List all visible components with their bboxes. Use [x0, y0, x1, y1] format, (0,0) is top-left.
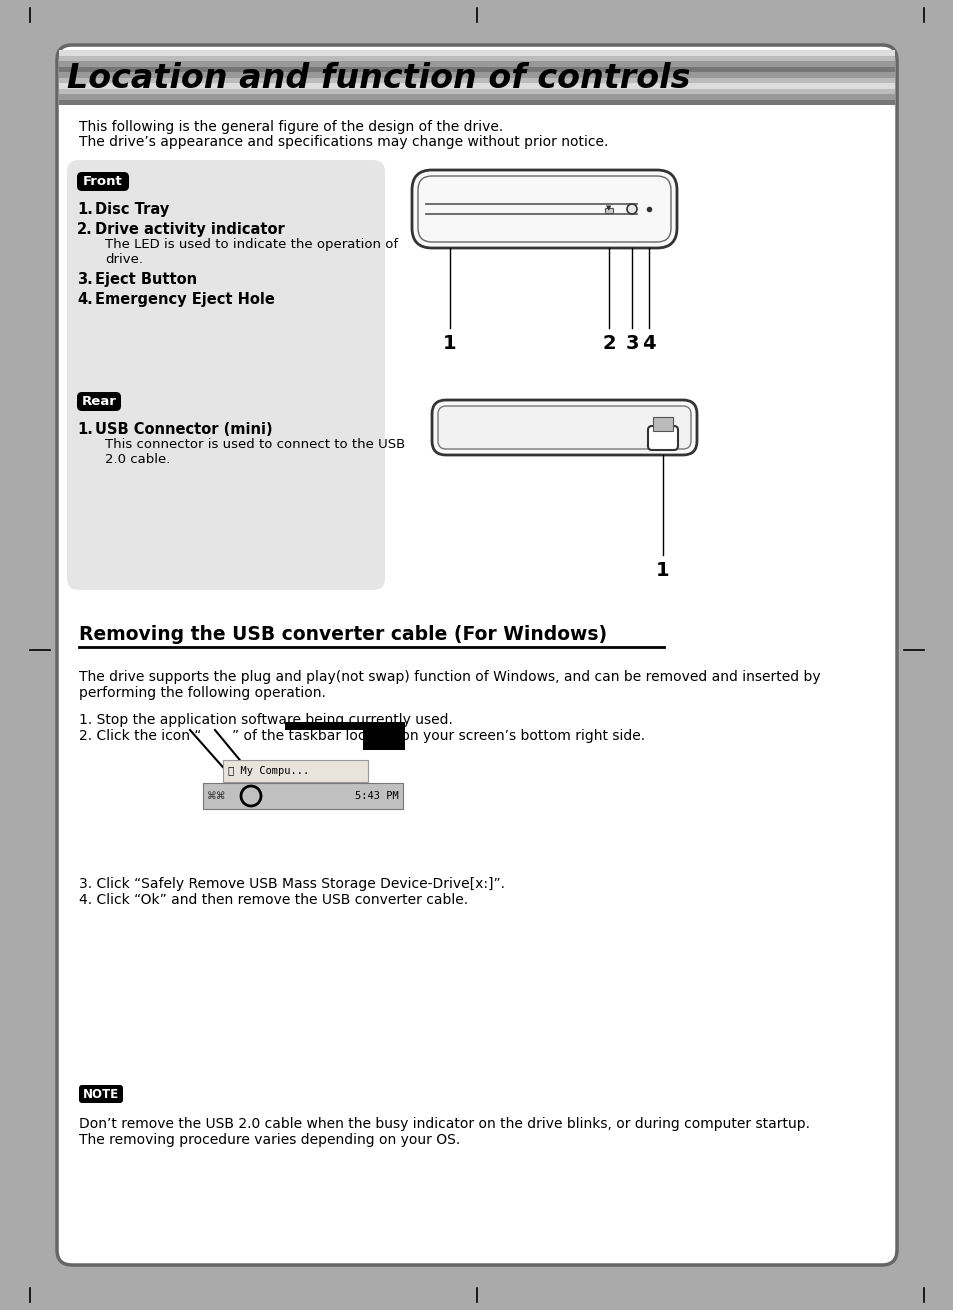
Text: Drive activity indicator: Drive activity indicator — [95, 221, 284, 237]
Text: 2.: 2. — [77, 221, 92, 237]
Text: 1: 1 — [443, 334, 456, 352]
Text: This connector is used to connect to the USB: This connector is used to connect to the… — [105, 438, 405, 451]
Text: 1.: 1. — [77, 422, 92, 438]
FancyBboxPatch shape — [432, 400, 697, 455]
FancyBboxPatch shape — [437, 406, 690, 449]
Text: The LED is used to indicate the operation of: The LED is used to indicate the operatio… — [105, 238, 397, 252]
Bar — [223, 760, 368, 782]
FancyBboxPatch shape — [67, 160, 385, 590]
Text: Don’t remove the USB 2.0 cable when the busy indicator on the drive blinks, or d: Don’t remove the USB 2.0 cable when the … — [79, 1117, 809, 1131]
Text: The drive’s appearance and specifications may change without prior notice.: The drive’s appearance and specification… — [79, 135, 608, 149]
Text: The removing procedure varies depending on your OS.: The removing procedure varies depending … — [79, 1133, 459, 1148]
Text: 1.: 1. — [77, 202, 92, 217]
Text: 3. Click “Safely Remove USB Mass Storage Device-Drive[x:]”.: 3. Click “Safely Remove USB Mass Storage… — [79, 876, 504, 891]
Bar — [203, 783, 402, 810]
Bar — [59, 94, 894, 100]
Bar — [59, 62, 894, 67]
Bar — [59, 83, 894, 89]
Text: 📁 My Compu...: 📁 My Compu... — [228, 766, 309, 776]
Text: performing the following operation.: performing the following operation. — [79, 686, 326, 700]
Text: 5:43 PM: 5:43 PM — [355, 791, 398, 800]
Text: Removing the USB converter cable (For Windows): Removing the USB converter cable (For Wi… — [79, 625, 606, 645]
Text: Front: Front — [83, 176, 123, 189]
Text: The drive supports the plug and play(not swap) function of Windows, and can be r: The drive supports the plug and play(not… — [79, 669, 820, 684]
Text: 4. Click “Ok” and then remove the USB converter cable.: 4. Click “Ok” and then remove the USB co… — [79, 893, 468, 907]
Text: ⌘⌘: ⌘⌘ — [207, 791, 226, 800]
Text: 2. Click the icon “       ” of the taskbar located on your screen’s bottom right: 2. Click the icon “ ” of the taskbar loc… — [79, 728, 644, 743]
Bar — [652, 417, 672, 431]
Text: 3: 3 — [624, 334, 639, 352]
FancyBboxPatch shape — [412, 170, 677, 248]
Bar — [59, 55, 894, 62]
Text: drive.: drive. — [105, 253, 143, 266]
Text: USB Connector (mini): USB Connector (mini) — [95, 422, 273, 438]
Bar — [59, 89, 894, 94]
FancyBboxPatch shape — [77, 392, 121, 411]
Text: Location and function of controls: Location and function of controls — [67, 62, 690, 96]
Text: Disc Tray: Disc Tray — [95, 202, 169, 217]
Text: 2: 2 — [601, 334, 616, 352]
Bar — [59, 67, 894, 72]
Text: Emergency Eject Hole: Emergency Eject Hole — [95, 292, 274, 307]
Text: 3.: 3. — [77, 272, 92, 287]
Bar — [59, 50, 894, 55]
Text: 4: 4 — [641, 334, 655, 352]
Text: Rear: Rear — [81, 396, 116, 407]
FancyBboxPatch shape — [57, 45, 896, 1265]
FancyBboxPatch shape — [79, 1085, 123, 1103]
Polygon shape — [285, 722, 405, 751]
Text: 4.: 4. — [77, 292, 92, 307]
Bar — [59, 72, 894, 77]
FancyBboxPatch shape — [77, 172, 129, 191]
Text: This following is the general figure of the design of the drive.: This following is the general figure of … — [79, 121, 503, 134]
Text: 1. Stop the application software being currently used.: 1. Stop the application software being c… — [79, 713, 453, 727]
Text: 1: 1 — [656, 561, 669, 580]
Text: ▼: ▼ — [606, 204, 611, 211]
Circle shape — [626, 204, 637, 214]
Text: 2.0 cable.: 2.0 cable. — [105, 453, 171, 466]
FancyBboxPatch shape — [647, 426, 678, 451]
Bar — [59, 77, 894, 83]
Bar — [59, 100, 894, 105]
Text: Eject Button: Eject Button — [95, 272, 197, 287]
Bar — [604, 208, 613, 214]
Text: NOTE: NOTE — [83, 1087, 119, 1100]
